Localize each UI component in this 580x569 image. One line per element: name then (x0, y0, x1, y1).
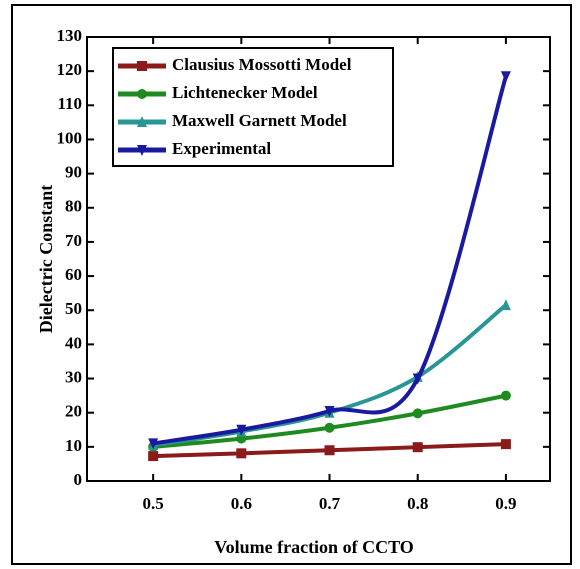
marker (412, 442, 423, 453)
marker (412, 408, 423, 419)
y-tick-label: 70 (65, 231, 82, 250)
y-tick-label: 80 (65, 197, 82, 216)
y-tick-label: 100 (57, 128, 83, 147)
y-tick-label: 130 (57, 26, 83, 45)
legend-label: Lichtenecker Model (172, 83, 318, 102)
y-tick-label: 50 (65, 299, 82, 318)
marker (148, 438, 159, 450)
marker (148, 451, 159, 462)
marker (324, 422, 335, 433)
y-tick-label: 110 (57, 94, 82, 113)
legend-label: Clausius Mossotti Model (172, 55, 352, 74)
y-tick-label: 10 (65, 436, 82, 455)
marker (137, 116, 147, 127)
x-axis-label: Volume fraction of CCTO (214, 537, 414, 557)
y-tick-label: 40 (65, 333, 82, 352)
plot-area (86, 36, 551, 482)
marker (500, 299, 511, 311)
frame (11, 4, 572, 565)
y-tick-label: 30 (65, 367, 82, 386)
y-tick-label: 90 (65, 163, 82, 182)
legend-label: Experimental (172, 139, 271, 158)
x-tick-label: 0.5 (143, 494, 164, 513)
y-tick-label: 20 (65, 402, 82, 421)
y-tick-label: 60 (65, 265, 82, 284)
x-tick-label: 0.7 (319, 494, 341, 513)
y-axis-label: Dielectric Constant (36, 185, 56, 333)
marker (236, 424, 247, 436)
marker (500, 439, 511, 450)
marker (412, 373, 423, 385)
marker (236, 448, 247, 459)
marker (500, 71, 511, 83)
series-line (152, 75, 508, 446)
marker (137, 89, 147, 99)
legend-box (112, 47, 394, 167)
marker (324, 405, 335, 417)
marker (324, 445, 335, 456)
marker (137, 61, 147, 71)
marker (137, 145, 147, 156)
x-tick-label: 0.9 (495, 494, 516, 513)
marker (500, 390, 511, 401)
x-tick-label: 0.8 (407, 494, 428, 513)
y-tick-label: 0 (74, 470, 83, 489)
x-tick-label: 0.6 (231, 494, 252, 513)
legend-label: Maxwell Garnett Model (172, 111, 347, 130)
y-tick-label: 120 (57, 60, 83, 79)
